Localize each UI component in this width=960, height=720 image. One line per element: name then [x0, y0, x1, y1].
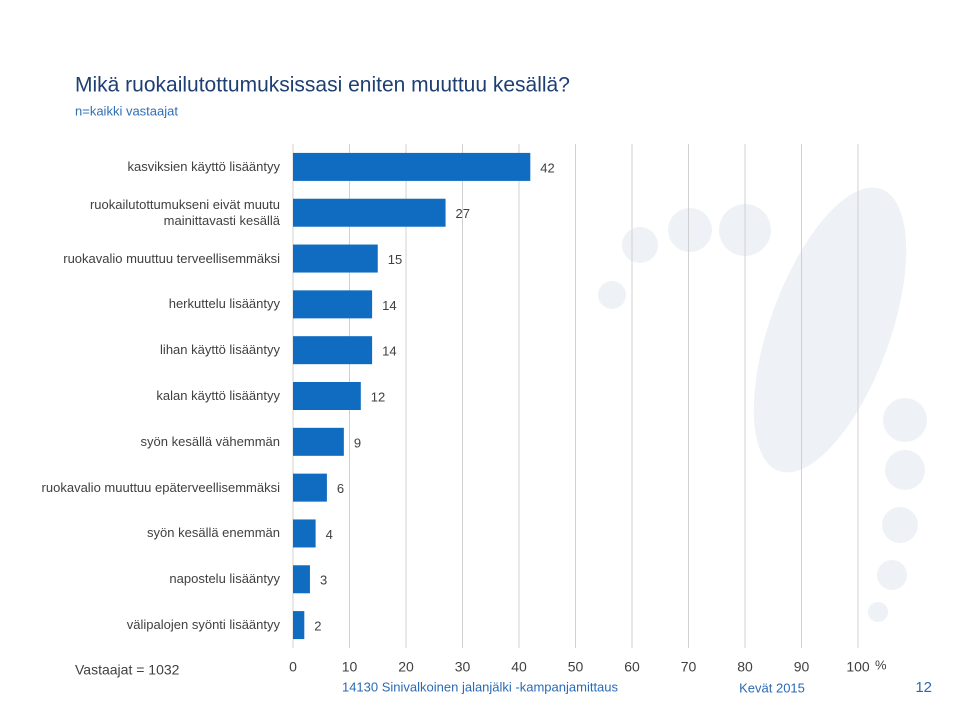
bar	[293, 152, 531, 181]
bar	[293, 565, 310, 594]
value-label: 6	[337, 481, 344, 496]
bar	[293, 519, 316, 548]
bar	[293, 244, 378, 273]
background-decoration	[598, 187, 927, 622]
value-label: 12	[371, 389, 385, 404]
footer: 14130 Sinivalkoinen jalanjälki -kampanja…	[342, 679, 619, 694]
chart-subtitle: n=kaikki vastaajat	[75, 103, 178, 118]
x-tick-label: 40	[511, 659, 527, 675]
y-tick-label: ruokavalio muuttuu epäterveellisemmäksi	[41, 479, 280, 495]
y-tick-label: ruokailutottumukseni eivät muutu mainitt…	[89, 196, 280, 228]
value-label: 42	[540, 160, 554, 175]
y-tick-label: syön kesällä enemmän	[147, 525, 280, 541]
bar	[293, 473, 327, 502]
x-tick-label: 70	[681, 659, 697, 675]
value-label: 14	[382, 298, 396, 313]
x-tick-label: 30	[455, 659, 471, 675]
x-tick-label: 10	[342, 659, 358, 675]
date: Kevät 2015	[739, 680, 805, 695]
bar	[293, 290, 373, 319]
x-tick-label: 20	[398, 659, 414, 675]
x-tick-label: 0	[289, 659, 297, 675]
y-tick-label: ruokavalio muuttuu terveellisemmäksi	[63, 250, 280, 266]
value-label: 3	[320, 573, 327, 588]
chart-title: Mikä ruokailutottumuksissasi eniten muut…	[75, 74, 570, 97]
x-tick-label: 80	[737, 659, 753, 675]
x-tick-label: 60	[624, 659, 640, 675]
y-tick-label: lihan käyttö lisääntyy	[160, 342, 280, 358]
x-axis-unit: %	[875, 657, 887, 672]
x-tick-label: 90	[794, 659, 810, 675]
y-tick-label: kalan käyttö lisääntyy	[156, 388, 280, 403]
y-tick-label: välipalojen syönti lisääntyy	[126, 617, 280, 633]
value-label: 4	[326, 527, 333, 542]
bar	[293, 611, 305, 640]
bar	[293, 198, 446, 227]
y-tick-label: napostelu lisääntyy	[169, 571, 280, 587]
x-tick-label: 100	[846, 659, 870, 675]
value-label: 9	[354, 435, 361, 450]
value-label: 27	[456, 206, 470, 221]
page-number: 12	[915, 679, 932, 696]
bar	[293, 427, 344, 456]
y-tick-label: syön kesällä vähemmän	[140, 433, 280, 449]
bar	[293, 336, 373, 365]
value-label: 2	[314, 619, 321, 634]
value-label: 14	[382, 344, 396, 359]
y-tick-label: kasviksien käyttö lisääntyy	[127, 158, 280, 174]
value-label: 15	[388, 252, 402, 267]
y-tick-label: herkuttelu lisääntyy	[168, 296, 280, 312]
bar	[293, 382, 361, 410]
respondents: Vastaajat = 1032	[75, 662, 180, 678]
x-tick-label: 50	[568, 659, 584, 675]
